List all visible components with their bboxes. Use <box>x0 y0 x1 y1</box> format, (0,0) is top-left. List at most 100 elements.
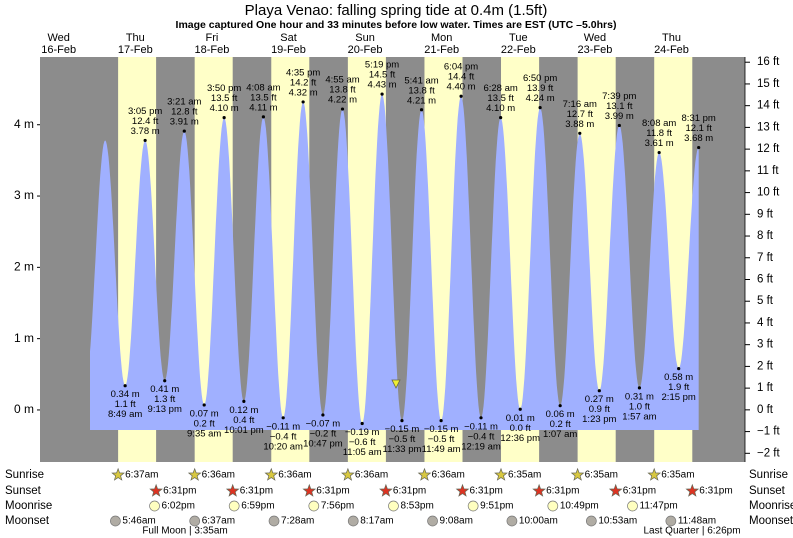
moonrise-time: 10:49pm <box>560 501 599 512</box>
moonset-time: 10:53am <box>598 516 637 527</box>
moonset-time: 5:46am <box>122 516 155 527</box>
moonset-icon <box>427 515 438 527</box>
extreme-dot <box>518 407 522 411</box>
sun-icon <box>647 467 662 481</box>
extreme-label: 3.68 m <box>684 133 713 144</box>
sunrise-time: 6:35am <box>661 470 694 481</box>
extreme-dot <box>558 404 562 408</box>
moonset-icon <box>506 515 518 527</box>
extreme-dot <box>677 366 681 371</box>
extreme-label: 11:33 pm <box>383 444 422 455</box>
extreme-label: 4.10 m <box>486 103 515 114</box>
sun-icon <box>302 483 317 497</box>
y-tick-label: 2 m <box>14 260 34 274</box>
extreme-label: 0.58 m <box>664 372 693 383</box>
extreme-label: 9:35 am <box>187 428 221 439</box>
extreme-label: 1.9 ft <box>668 382 689 393</box>
extreme-label: 0.41 m <box>150 384 179 395</box>
y2-tick-label: −1 ft <box>757 426 781 438</box>
sun-icon <box>187 467 202 481</box>
moonrise-icon <box>388 500 399 512</box>
y2-tick-label: 16 ft <box>757 56 780 68</box>
extreme-label: 0.9 ft <box>589 404 610 415</box>
extreme-label: 14.4 ft <box>448 72 475 83</box>
now-marker <box>391 379 401 389</box>
tide-area <box>90 94 699 430</box>
moonset-icon <box>268 515 280 527</box>
chart-subtitle: Image captured One hour and 33 minutes b… <box>176 19 617 31</box>
moonset-time: 10:00am <box>519 516 558 527</box>
chart-title: Playa Venao: falling spring tide at 0.4m… <box>245 2 548 19</box>
extreme-dot <box>340 107 345 111</box>
extreme-label: 4:08 am <box>246 82 280 93</box>
extreme-label: 7:39 pm <box>602 91 636 102</box>
extreme-label: 2:15 pm <box>662 392 696 403</box>
extreme-label: 12.1 ft <box>685 123 712 134</box>
y2-tick-label: 14 ft <box>757 100 780 112</box>
y2-tick-label: 5 ft <box>757 295 774 307</box>
extreme-dot <box>578 131 582 135</box>
extreme-dot <box>202 403 206 407</box>
extreme-label: 11:49 am <box>422 444 461 455</box>
y2-tick-label: 1 ft <box>757 382 774 394</box>
sun-icon <box>608 483 623 497</box>
extreme-label: 0.12 m <box>229 405 258 416</box>
row-label: Sunrise <box>749 469 788 481</box>
date-label: 21-Feb <box>424 44 459 56</box>
extreme-label: 3.78 m <box>131 126 160 137</box>
extreme-label: 1:57 am <box>622 411 656 422</box>
extreme-dot <box>439 419 443 423</box>
extreme-label: −0.15 m <box>424 424 459 435</box>
row-label: Sunset <box>5 485 42 497</box>
extreme-label: 6:28 am <box>483 83 517 94</box>
extreme-label: 0.06 m <box>546 409 575 420</box>
extreme-label: 11.8 ft <box>646 128 672 139</box>
moon-phase: Last Quarter | 6:26pm <box>643 526 740 537</box>
extreme-label: 4.40 m <box>447 82 476 93</box>
weekday-label: Thu <box>662 32 681 44</box>
row-label: Moonset <box>749 515 793 527</box>
extreme-label: 4.21 m <box>407 95 436 106</box>
extreme-label: 12.4 ft <box>132 116 159 127</box>
extreme-label: 11:05 am <box>343 447 382 458</box>
date-label: 16-Feb <box>41 44 76 56</box>
extreme-label: 0.2 ft <box>194 418 215 429</box>
sunset-time: 6:31pm <box>393 486 426 497</box>
extreme-label: 12:36 pm <box>500 433 540 444</box>
extreme-label: 9:13 pm <box>148 404 182 415</box>
moonrise-icon <box>547 500 559 512</box>
extreme-label: −0.5 ft <box>389 434 416 445</box>
extreme-label: 4.10 m <box>210 103 239 114</box>
extreme-label: 4.22 m <box>328 95 357 106</box>
moonset-time: 9:08am <box>440 516 473 527</box>
sunset-time: 6:31pm <box>469 486 502 497</box>
extreme-label: −0.07 m <box>306 418 341 429</box>
extreme-label: 8:49 am <box>108 409 142 420</box>
extreme-dot <box>321 413 325 417</box>
extreme-dot <box>657 150 661 155</box>
extreme-dot <box>597 389 601 393</box>
extreme-label: 5:19 pm <box>365 60 399 71</box>
date-label: 19-Feb <box>271 44 306 56</box>
moonrise-time: 9:51pm <box>480 501 513 512</box>
y2-tick-label: 6 ft <box>757 274 774 286</box>
date-label: 24-Feb <box>654 44 689 56</box>
moonrise-icon <box>467 500 479 512</box>
date-label: 18-Feb <box>194 44 229 56</box>
extreme-label: 8:08 am <box>642 118 676 129</box>
row-label: Sunrise <box>5 469 44 481</box>
y2-tick-label: 12 ft <box>757 143 780 155</box>
extreme-label: 3.91 m <box>170 117 199 128</box>
sunrise-time: 6:36am <box>355 470 388 481</box>
date-label: 20-Feb <box>348 44 383 56</box>
sun-icon <box>455 483 470 497</box>
y2-tick-label: 10 ft <box>757 187 780 199</box>
extreme-label: −0.2 ft <box>310 428 337 439</box>
sun-icon <box>685 483 700 497</box>
weekday-label: Tue <box>509 32 528 44</box>
extreme-label: 0.27 m <box>585 394 614 405</box>
sun-icon <box>149 483 163 497</box>
row-label: Sunset <box>749 485 786 497</box>
weekday-label: Wed <box>584 32 606 44</box>
extreme-dot <box>617 123 621 128</box>
